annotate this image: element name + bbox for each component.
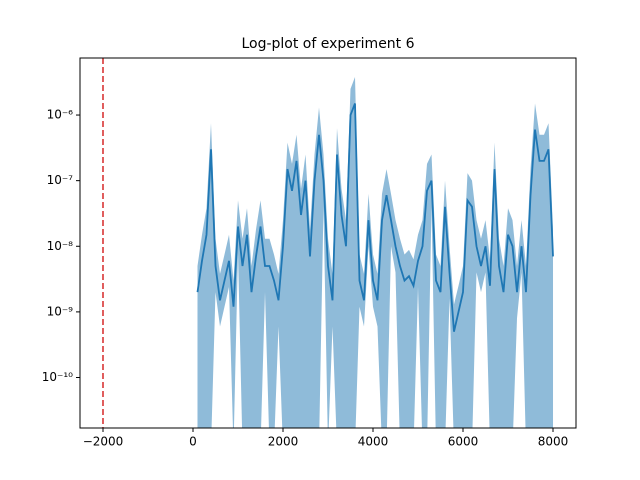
data-line bbox=[196, 103, 554, 332]
y-tick-label: 10⁻⁶ bbox=[47, 108, 74, 122]
plot-area bbox=[102, 58, 554, 428]
y-tick-label: 10⁻¹⁰ bbox=[42, 370, 73, 384]
x-tick-label: −2000 bbox=[83, 435, 124, 449]
y-tick-label: 10⁻⁷ bbox=[47, 173, 74, 187]
x-tick-label: 0 bbox=[189, 435, 197, 449]
x-tick-label: 8000 bbox=[538, 435, 569, 449]
x-tick-label: 6000 bbox=[448, 435, 479, 449]
chart-title: Log-plot of experiment 6 bbox=[241, 36, 414, 52]
x-tick-label: 2000 bbox=[268, 435, 299, 449]
y-tick-label: 10⁻⁹ bbox=[47, 304, 74, 318]
confidence-band bbox=[197, 76, 554, 428]
x-tick-label: 4000 bbox=[358, 435, 389, 449]
axes-frame bbox=[79, 57, 577, 429]
y-tick-label: 10⁻⁸ bbox=[47, 239, 74, 253]
